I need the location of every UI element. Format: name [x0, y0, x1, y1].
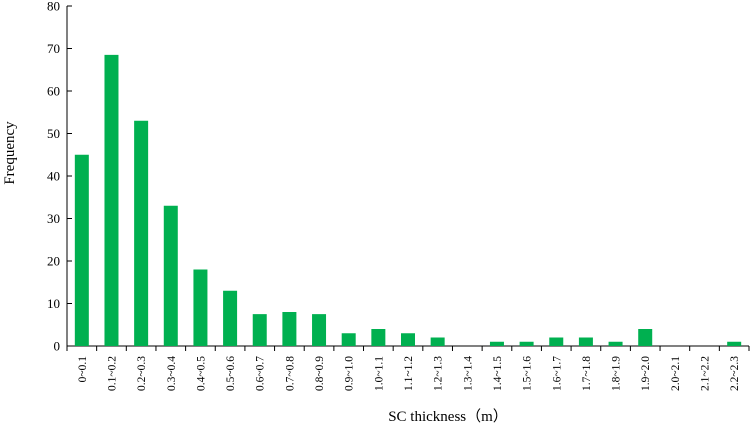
x-tick-label: 1.5~1.6 [522, 356, 534, 391]
x-tick-label: 1.9~2.0 [640, 356, 652, 391]
bar-0.3~0.4 [163, 205, 178, 346]
y-tick-label: 60 [47, 84, 60, 99]
bar-1.4~1.5 [489, 341, 504, 346]
bar-1.1~1.2 [401, 333, 415, 346]
x-tick-label: 1.1~1.2 [403, 356, 415, 391]
x-axis-label: SC thickness（m） [388, 408, 508, 425]
bar-0~0.1 [74, 154, 89, 346]
bar-0.7~0.8 [282, 312, 297, 346]
x-tick-label: 0.2~0.3 [136, 356, 148, 391]
bar-2.2~2.3 [727, 341, 742, 346]
y-axis-label: Frequency [2, 121, 18, 185]
y-tick-label: 80 [47, 0, 60, 14]
y-tick-label: 70 [47, 41, 60, 56]
x-tick-label: 0.5~0.6 [225, 356, 237, 391]
x-tick-label: 2.0~2.1 [670, 356, 682, 391]
x-tick-label: 0.8~0.9 [314, 356, 326, 391]
x-tick-label: 1.4~1.5 [492, 356, 504, 391]
x-tick-label: 0.7~0.8 [284, 356, 296, 391]
y-tick-label: 30 [47, 211, 60, 226]
x-tick-label: 0.6~0.7 [255, 356, 267, 391]
bar-0.5~0.6 [223, 290, 238, 346]
x-tick-label: 0~0.1 [77, 356, 89, 383]
bar-0.2~0.3 [134, 120, 149, 346]
bar-0.4~0.5 [193, 269, 208, 346]
x-tick-label: 0.1~0.2 [106, 356, 118, 391]
bar-1.2~1.3 [430, 337, 445, 346]
x-tick-label: 1.6~1.7 [551, 356, 563, 391]
bar-1.9~2.0 [638, 329, 653, 346]
bar-0.1~0.2 [104, 54, 119, 346]
bar-0.8~0.9 [312, 314, 327, 346]
x-tick-label: 0.3~0.4 [166, 356, 178, 391]
x-tick-label: 1.2~1.3 [433, 356, 445, 391]
bar-1.5~1.6 [519, 341, 534, 346]
x-tick-label: 1.8~1.9 [611, 356, 623, 391]
x-tick-label: 1.7~1.8 [581, 356, 593, 391]
x-tick-label: 2.1~2.2 [700, 356, 712, 391]
y-tick-label: 50 [47, 126, 60, 141]
x-tick-label: 0.9~1.0 [344, 356, 356, 391]
x-tick-label: 0.4~0.5 [195, 356, 207, 391]
y-tick-label: 10 [47, 296, 60, 311]
bar-0.6~0.7 [252, 314, 267, 346]
x-tick-label: 1.0~1.1 [373, 356, 385, 391]
x-tick-label: 1.3~1.4 [462, 356, 474, 391]
y-tick-label: 40 [47, 169, 60, 184]
bar-1.6~1.7 [549, 337, 564, 346]
bar-1.7~1.8 [578, 337, 593, 346]
bar-1.0~1.1 [371, 329, 386, 346]
x-axis-tick-labels: 0~0.1 0.1~0.2 0.2~0.3 0.3~0.4 0.4~0.5 0.5~0.6… [77, 356, 741, 391]
y-axis-ticks: 0 10 20 30 40 50 60 70 80 [47, 0, 72, 354]
bar-0.9~1.0 [341, 333, 356, 346]
y-tick-label: 20 [47, 254, 60, 269]
x-tick-label: 2.2~2.3 [729, 356, 741, 391]
bar-1.8~1.9 [608, 341, 623, 346]
bars [74, 54, 742, 346]
y-tick-label: 0 [54, 339, 61, 354]
